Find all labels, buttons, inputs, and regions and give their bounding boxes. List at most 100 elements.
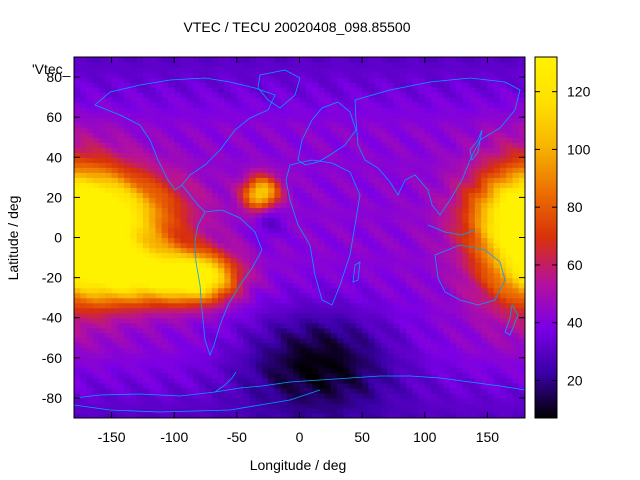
heatmap-cell (443, 387, 451, 394)
heatmap-cell (330, 117, 338, 123)
heatmap-cell (117, 177, 125, 183)
heatmap-cell (218, 142, 225, 148)
heatmap-cell (180, 222, 188, 229)
heatmap-cell (186, 232, 194, 239)
heatmap-cell (193, 82, 200, 88)
heatmap-cell (230, 217, 238, 224)
heatmap-cell (405, 112, 413, 118)
heatmap-cell (293, 212, 301, 219)
heatmap-cell (337, 237, 344, 244)
heatmap-cell (349, 177, 357, 183)
heatmap-cell (268, 317, 276, 324)
heatmap-cell (99, 182, 106, 188)
heatmap-cell (155, 132, 163, 138)
heatmap-cell (349, 357, 357, 364)
heatmap-cell (387, 402, 395, 409)
heatmap-cell (286, 217, 294, 224)
heatmap-cell (124, 67, 131, 73)
heatmap-cell (105, 162, 113, 168)
heatmap-cell (405, 207, 413, 214)
heatmap-cell (205, 332, 213, 339)
heatmap-cell (424, 407, 432, 414)
heatmap-cell (449, 352, 457, 359)
heatmap-cell (412, 272, 420, 279)
heatmap-cell (405, 367, 413, 374)
heatmap-cell (130, 377, 138, 384)
heatmap-cell (211, 92, 219, 98)
heatmap-cell (474, 127, 482, 133)
heatmap-cell (261, 312, 269, 319)
heatmap-cell (362, 237, 369, 244)
heatmap-cell (280, 307, 288, 314)
heatmap-cell (374, 152, 382, 158)
heatmap-cell (456, 62, 463, 68)
heatmap-cell (355, 87, 363, 93)
heatmap-cell (86, 272, 94, 279)
heatmap-cell (362, 242, 369, 249)
heatmap-cell (74, 312, 81, 319)
heatmap-cell (474, 332, 482, 339)
heatmap-cell (324, 137, 332, 143)
heatmap-cell (424, 377, 432, 384)
heatmap-cell (92, 102, 100, 108)
heatmap-cell (80, 297, 88, 304)
heatmap-cell (493, 337, 501, 344)
heatmap-cell (443, 342, 451, 349)
heatmap-cell (362, 72, 369, 78)
heatmap-cell (211, 377, 219, 384)
heatmap-cell (142, 192, 150, 198)
heatmap-cell (136, 397, 144, 404)
heatmap-cell (431, 287, 438, 294)
heatmap-cell (224, 267, 232, 274)
heatmap-cell (468, 77, 476, 83)
heatmap-cell (111, 207, 119, 214)
heatmap-cell (105, 212, 113, 219)
heatmap-cell (193, 392, 200, 399)
heatmap-cell (380, 292, 388, 299)
heatmap-cell (462, 182, 470, 188)
heatmap-cell (393, 297, 401, 304)
heatmap-cell (387, 262, 395, 269)
heatmap-cell (286, 87, 294, 93)
heatmap-cell (499, 412, 507, 418)
heatmap-cell (387, 127, 395, 133)
heatmap-cell (261, 217, 269, 224)
heatmap-cell (180, 257, 188, 264)
heatmap-cell (230, 267, 238, 274)
heatmap-cell (312, 127, 319, 133)
heatmap-cell (105, 367, 113, 374)
heatmap-cell (324, 222, 332, 229)
heatmap-cell (324, 122, 332, 128)
heatmap-cell (261, 252, 269, 259)
heatmap-cell (412, 412, 420, 418)
heatmap-cell (199, 412, 207, 418)
heatmap-cell (149, 412, 157, 418)
heatmap-cell (99, 62, 106, 68)
heatmap-cell (261, 347, 269, 354)
heatmap-cell (424, 327, 432, 334)
heatmap-cell (318, 122, 326, 128)
heatmap-cell (167, 307, 175, 314)
heatmap-cell (186, 132, 194, 138)
heatmap-cell (293, 292, 301, 299)
heatmap-cell (387, 142, 395, 148)
heatmap-cell (186, 257, 194, 264)
heatmap-cell (236, 242, 244, 249)
heatmap-cell (224, 77, 232, 83)
heatmap-cell (218, 222, 225, 229)
heatmap-cell (74, 267, 81, 274)
heatmap-cell (474, 372, 482, 379)
heatmap-cell (280, 162, 288, 168)
heatmap-cell (443, 107, 451, 113)
heatmap-cell (124, 247, 131, 254)
heatmap-cell (230, 357, 238, 364)
heatmap-cell (437, 332, 445, 339)
heatmap-cell (180, 267, 188, 274)
heatmap-cell (337, 402, 344, 409)
heatmap-cell (174, 407, 182, 414)
heatmap-cell (199, 242, 207, 249)
heatmap-cell (193, 67, 200, 73)
heatmap-cell (124, 397, 131, 404)
heatmap-cell (299, 107, 307, 113)
heatmap-cell (268, 62, 276, 68)
